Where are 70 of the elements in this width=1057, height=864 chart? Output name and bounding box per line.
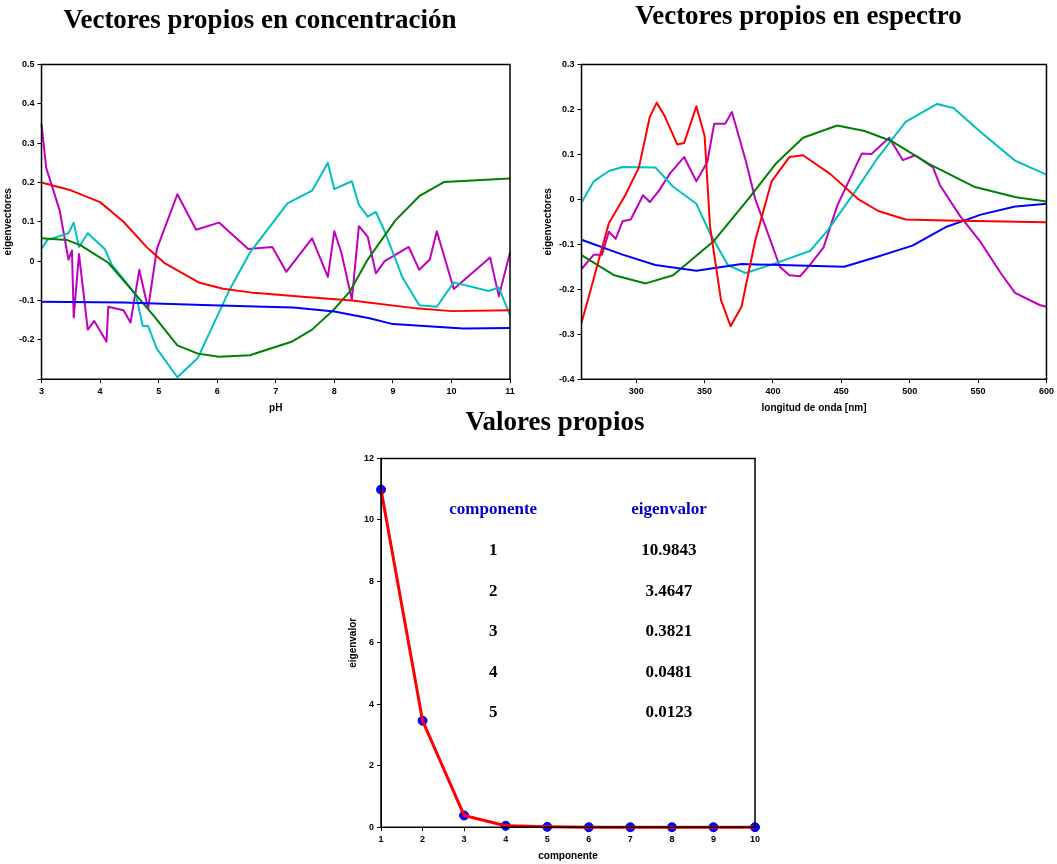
x-tick-label: 2: [420, 834, 426, 845]
y-tick-label: 0.2: [21, 176, 35, 187]
x-tick-label: 3: [461, 834, 467, 845]
x-tick-label: 7: [627, 834, 633, 845]
x-tick-label: 6: [586, 834, 592, 845]
x-tick-label: 10: [446, 386, 457, 397]
y-tick-label: 0: [369, 821, 375, 832]
y-axis-title: eigenvalor: [346, 617, 358, 668]
x-tick-label: 4: [503, 834, 509, 845]
annotation: 10.9843: [641, 539, 697, 559]
x-axis-title: componente: [538, 849, 599, 861]
x-tick-label: 7: [273, 386, 279, 397]
y-tick-label: 2: [369, 760, 375, 771]
x-tick-label: 450: [833, 386, 849, 397]
y-tick-label: 4: [369, 698, 375, 709]
x-tick-label: 4: [97, 386, 103, 397]
x-tick-label: 6: [214, 386, 220, 397]
x-tick-label: 350: [697, 386, 713, 397]
y-tick-label: -0.3: [558, 328, 575, 339]
y-tick-label: -0.2: [18, 334, 35, 345]
annotation: componente: [449, 499, 538, 519]
x-tick-label: 9: [390, 386, 396, 397]
chart-title: Vectores propios en concentración: [62, 4, 458, 35]
x-tick-label: 3: [39, 386, 45, 397]
y-axis-title: eigenvectores: [541, 187, 553, 256]
x-tick-label: 400: [765, 386, 781, 397]
x-axis-title: pH: [269, 401, 283, 413]
y-axis-title: eigenvectores: [1, 187, 13, 256]
x-tick-label: 550: [970, 386, 986, 397]
y-tick-label: 8: [369, 575, 375, 586]
annotation: 3.4647: [645, 580, 693, 600]
annotation: 2: [488, 580, 498, 600]
x-tick-label: 10: [749, 834, 761, 845]
y-tick-label: -0.4: [558, 373, 575, 384]
y-tick-label: 0.1: [21, 216, 35, 227]
y-tick-label: 0.1: [561, 148, 575, 159]
y-tick-label: 0.3: [21, 137, 35, 148]
annotation: 1: [488, 539, 498, 559]
x-tick-label: 8: [669, 834, 675, 845]
y-tick-label: 0.3: [561, 58, 575, 69]
annotation: 4: [488, 661, 498, 681]
y-tick-label: 0: [569, 193, 575, 204]
x-tick-label: 5: [156, 386, 162, 397]
y-tick-label: 0.2: [561, 103, 575, 114]
y-tick-label: 0: [29, 255, 35, 266]
chart-title: Valores propios: [465, 406, 645, 436]
x-tick-label: 1: [378, 834, 384, 845]
y-tick-label: 0.5: [21, 58, 35, 69]
x-tick-label: 5: [544, 834, 550, 845]
y-tick-label: 10: [364, 514, 375, 525]
annotation: 0.0481: [645, 661, 693, 681]
y-tick-label: 0.4: [21, 98, 35, 109]
x-tick-label: 500: [902, 386, 918, 397]
y-tick-label: -0.1: [18, 294, 35, 305]
y-tick-label: -0.1: [558, 238, 575, 249]
y-tick-label: 12: [364, 452, 375, 463]
x-tick-label: 9: [710, 834, 716, 845]
chart-title: Vectores propios en espectro: [634, 0, 963, 31]
annotation: 0.0123: [645, 702, 693, 722]
x-tick-label: 11: [505, 386, 515, 397]
x-axis-title: longitud de onda [nm]: [761, 401, 867, 413]
y-tick-label: -0.2: [558, 283, 575, 294]
annotation: 0.3821: [645, 621, 693, 641]
y-tick-label: 6: [369, 637, 375, 648]
annotation: 3: [488, 621, 498, 641]
x-tick-label: 600: [1038, 386, 1055, 397]
annotation: 5: [488, 702, 498, 722]
x-tick-label: 300: [628, 386, 644, 397]
annotation: eigenvalor: [631, 499, 708, 519]
x-tick-label: 8: [331, 386, 337, 397]
